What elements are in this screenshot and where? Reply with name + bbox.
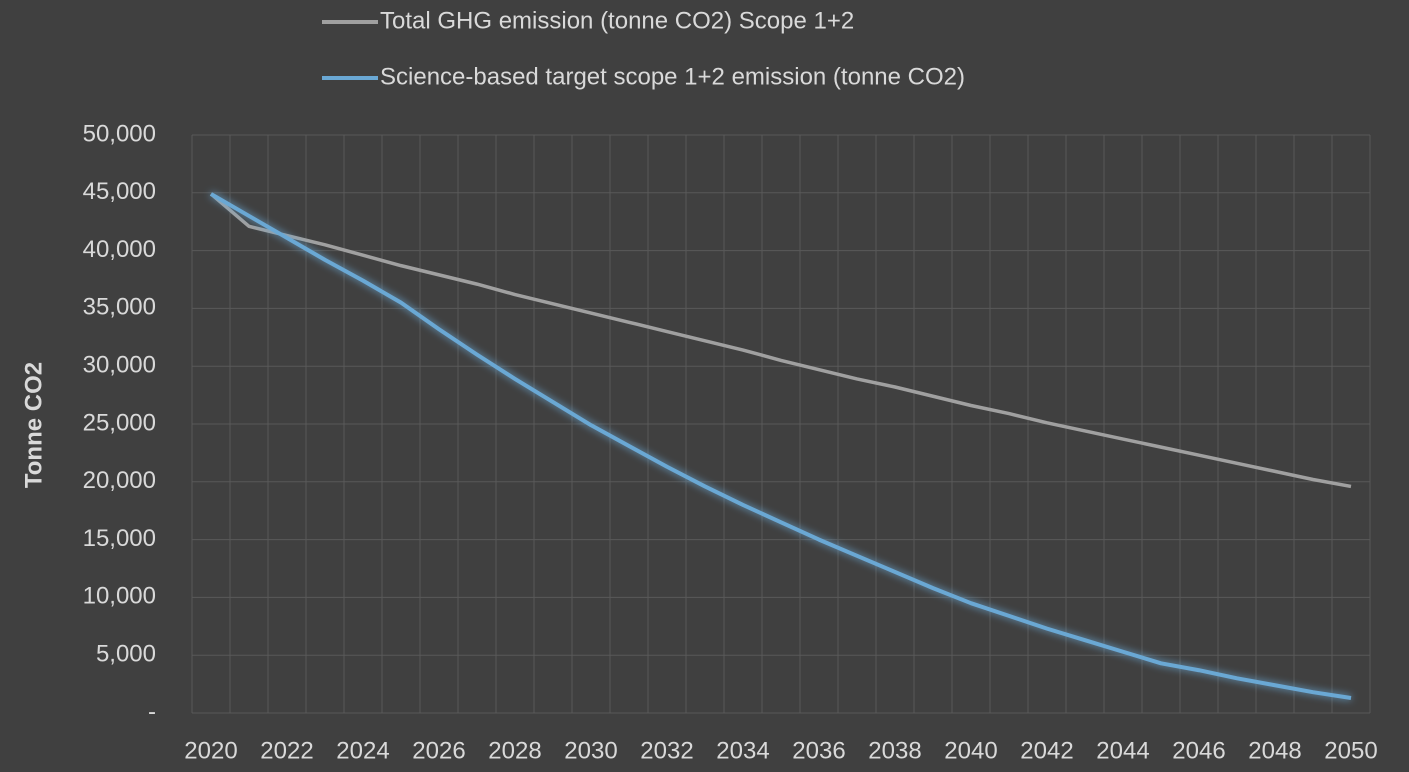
series-line (209, 192, 1352, 489)
y-tick-label: 30,000 (83, 352, 156, 379)
y-tick-label: 25,000 (83, 409, 156, 436)
y-axis-label: Tonne CO2 (20, 362, 47, 488)
y-tick-label: 50,000 (83, 120, 156, 147)
y-tick-label: 45,000 (83, 178, 156, 205)
x-tick-label: 2024 (336, 737, 389, 764)
x-tick-label: 2050 (1324, 737, 1377, 764)
y-tick-label: 10,000 (83, 583, 156, 610)
x-tick-label: 2046 (1172, 737, 1225, 764)
x-tick-label: 2030 (564, 737, 617, 764)
series-line (209, 192, 1352, 700)
legend-label: Total GHG emission (tonne CO2) Scope 1+2 (380, 7, 854, 34)
x-tick-label: 2038 (868, 737, 921, 764)
x-tick-label: 2026 (412, 737, 465, 764)
x-tick-label: 2032 (640, 737, 693, 764)
y-tick-label: 35,000 (83, 294, 156, 321)
y-tick-label: 15,000 (83, 525, 156, 552)
x-tick-label: 2048 (1248, 737, 1301, 764)
x-tick-label: 2020 (184, 737, 237, 764)
x-tick-label: 2042 (1020, 737, 1073, 764)
x-tick-label: 2034 (716, 737, 769, 764)
legend-label: Science-based target scope 1+2 emission … (380, 63, 965, 90)
y-tick-label: - (148, 698, 156, 725)
x-tick-label: 2040 (944, 737, 997, 764)
x-tick-label: 2022 (260, 737, 313, 764)
x-tick-label: 2028 (488, 737, 541, 764)
x-tick-label: 2036 (792, 737, 845, 764)
y-tick-label: 40,000 (83, 236, 156, 263)
y-tick-label: 20,000 (83, 467, 156, 494)
x-tick-label: 2044 (1096, 737, 1149, 764)
y-tick-label: 5,000 (96, 641, 156, 668)
